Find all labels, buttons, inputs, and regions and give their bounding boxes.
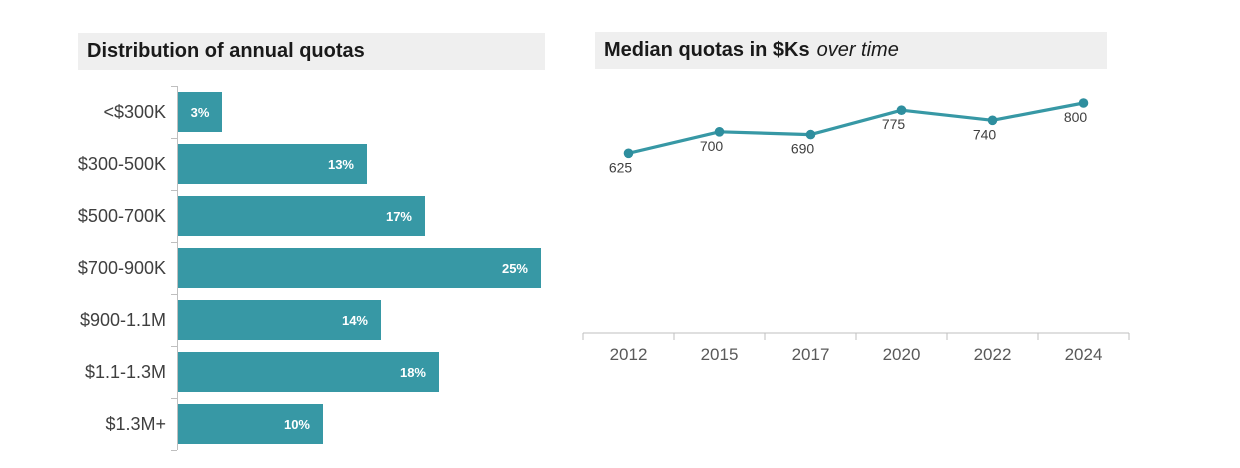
trend-line xyxy=(626,101,1086,155)
y-axis-tick xyxy=(171,242,177,243)
bar-value-label: 18% xyxy=(399,364,426,380)
y-axis-tick xyxy=(171,398,177,399)
data-point-label: 740 xyxy=(973,126,997,142)
data-point xyxy=(1078,98,1089,108)
bar-chart-y-axis xyxy=(177,86,178,450)
line-chart-title: Median quotas in $Ks xyxy=(604,39,810,61)
data-point xyxy=(896,105,907,115)
line-chart-subtitle: over time xyxy=(816,39,899,61)
bar: 14% xyxy=(178,300,381,340)
bar-category-label: $500-700K xyxy=(77,205,166,226)
line-chart-plot: 2012 2015 2017 2020 2022 2024 625 700 690 775 740 8… xyxy=(582,98,1130,364)
bar-value-label: 17% xyxy=(385,208,412,224)
data-point-label: 775 xyxy=(882,116,906,132)
data-point-label: 625 xyxy=(609,159,633,175)
x-axis-year-label: 2012 xyxy=(610,345,648,364)
y-axis-tick xyxy=(171,294,177,295)
data-point xyxy=(987,115,998,126)
bar-value-label: 3% xyxy=(190,104,210,120)
bar-value-label: 10% xyxy=(283,416,310,432)
bar-chart-title: Distribution of annual quotas xyxy=(87,40,365,62)
bar-category-label: $300-500K xyxy=(77,153,166,174)
bar: 10% xyxy=(178,404,323,444)
data-point-label: 700 xyxy=(700,138,724,154)
x-axis-year-label: 2020 xyxy=(883,345,921,364)
bar-value-label: 13% xyxy=(327,156,354,172)
bar-category-label: <$300K xyxy=(103,101,166,122)
data-point xyxy=(623,148,634,159)
y-axis-tick xyxy=(171,86,177,87)
bar: 13% xyxy=(178,144,367,184)
y-axis-tick xyxy=(171,450,177,451)
bar-category-label: $900-1.1M xyxy=(79,309,166,330)
bar: 25% xyxy=(178,248,541,288)
bar: 17% xyxy=(178,196,425,236)
x-axis-year-label: 2015 xyxy=(701,345,739,364)
x-axis-year-label: 2022 xyxy=(974,345,1012,364)
data-point-label: 690 xyxy=(791,141,815,157)
bar-chart-title-banner: Distribution of annual quotas xyxy=(78,33,545,70)
data-point xyxy=(714,127,725,137)
x-axis-year-label: 2017 xyxy=(792,345,830,364)
line-chart-title-banner: Median quotas in $Ks over time xyxy=(595,32,1107,69)
data-point xyxy=(805,129,816,140)
y-axis-tick xyxy=(171,138,177,139)
bar: 3% xyxy=(178,92,222,132)
x-axis-year-label: 2024 xyxy=(1065,345,1103,364)
data-point-label: 800 xyxy=(1064,109,1088,125)
bar-category-label: $1.3M+ xyxy=(105,413,166,434)
bar-value-label: 25% xyxy=(501,260,528,276)
bar-category-label: $700-900K xyxy=(77,257,166,278)
bar-chart-plot: <$300K 3% $300-500K 13% $500-700K 17% $700-900… xyxy=(78,86,564,462)
y-axis-tick xyxy=(171,346,177,347)
bar: 18% xyxy=(178,352,439,392)
y-axis-tick xyxy=(171,190,177,191)
bar-category-label: $1.1-1.3M xyxy=(84,361,166,382)
bar-value-label: 14% xyxy=(341,312,368,328)
